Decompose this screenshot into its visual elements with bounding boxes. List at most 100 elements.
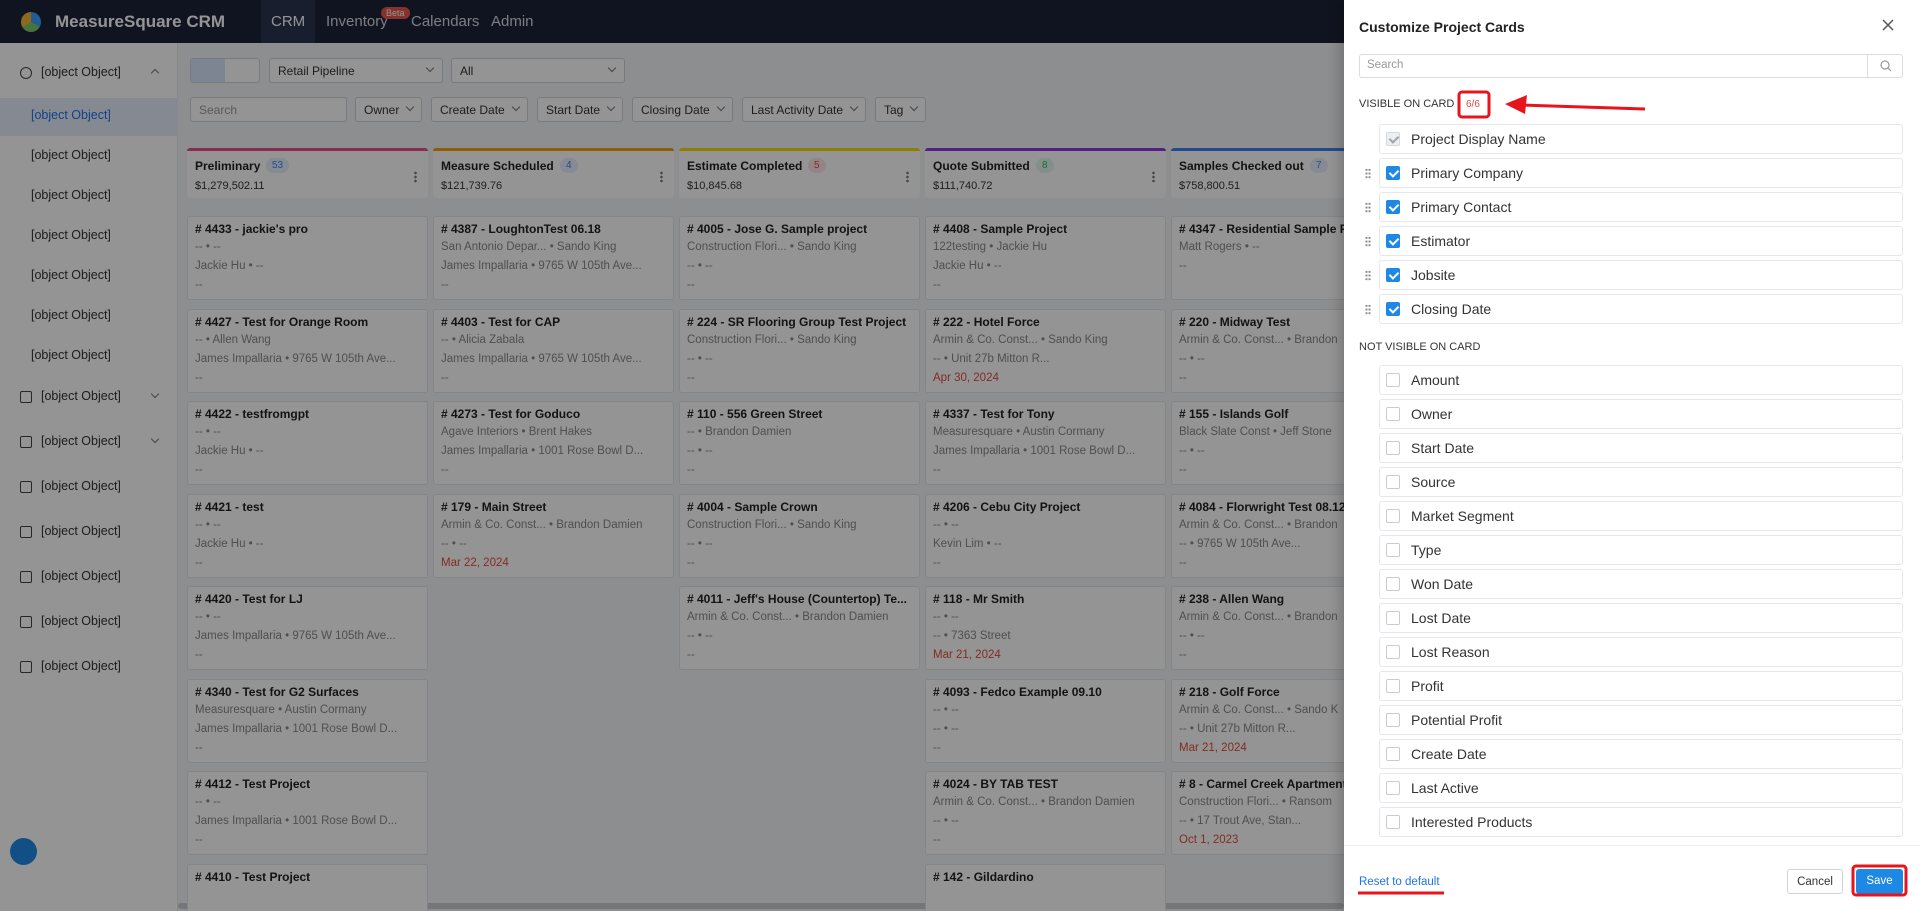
- project-card[interactable]: [187, 863, 428, 911]
- field-label: Lost Date: [1411, 610, 1471, 626]
- sidebar-item[interactable]: [object Object]: [41, 659, 121, 673]
- field-label: Source: [1411, 474, 1456, 490]
- board-search[interactable]: Search: [190, 97, 347, 122]
- save-button[interactable]: Save: [1856, 869, 1903, 894]
- project-card[interactable]: [679, 493, 920, 578]
- field-checkbox[interactable]: [1386, 268, 1400, 282]
- column-menu[interactable]: [906, 171, 909, 183]
- sidebar-item[interactable]: [object Object]: [31, 228, 111, 242]
- project-card[interactable]: [679, 401, 920, 485]
- project-card[interactable]: [187, 216, 428, 300]
- sidebar-item[interactable]: [object Object]: [31, 188, 111, 202]
- help-button[interactable]: [10, 838, 37, 865]
- project-card[interactable]: [433, 308, 674, 393]
- filter-button[interactable]: Closing Date: [632, 97, 733, 122]
- view-toggle-active: [191, 59, 225, 82]
- filter-button[interactable]: Create Date: [431, 97, 528, 122]
- sidebar-item[interactable]: [object Object]: [41, 614, 121, 628]
- project-card[interactable]: [187, 678, 428, 763]
- project-card[interactable]: [187, 493, 428, 578]
- filter-button[interactable]: Start Date: [537, 97, 624, 122]
- filter-button[interactable]: Owner: [355, 97, 423, 122]
- sidebar-item[interactable]: [object Object]: [31, 348, 111, 362]
- project-card[interactable]: [925, 863, 1166, 911]
- field-checkbox[interactable]: [1386, 234, 1400, 248]
- sidebar-item[interactable]: [object Object]: [41, 524, 121, 538]
- reset-link[interactable]: Reset to default: [1359, 876, 1440, 888]
- close-button[interactable]: [1880, 17, 1896, 33]
- card-line: -- • --: [933, 611, 959, 623]
- card-title: # 4004 - Sample Crown: [687, 499, 818, 514]
- field-checkbox[interactable]: [1386, 713, 1400, 727]
- filter-button[interactable]: Tag: [875, 97, 927, 122]
- field-checkbox[interactable]: [1386, 509, 1400, 523]
- card-title: # 220 - Midway Test: [1179, 314, 1291, 329]
- field-checkbox[interactable]: [1386, 747, 1400, 761]
- field-checkbox[interactable]: [1386, 577, 1400, 591]
- field-checkbox[interactable]: [1386, 407, 1400, 421]
- field-row: [1379, 705, 1903, 735]
- nav-item[interactable]: Inventory: [326, 13, 388, 30]
- column-menu[interactable]: [1152, 171, 1155, 183]
- project-card[interactable]: [925, 586, 1166, 670]
- filter-button[interactable]: Last Activity Date: [742, 97, 867, 122]
- field-checkbox[interactable]: [1386, 441, 1400, 455]
- project-card[interactable]: [187, 308, 428, 393]
- pipeline-select[interactable]: Retail Pipeline: [269, 58, 443, 83]
- nav-item[interactable]: Calendars: [411, 13, 480, 30]
- project-card[interactable]: [925, 678, 1166, 763]
- drag-handle[interactable]: [1365, 304, 1371, 315]
- project-card[interactable]: [925, 493, 1166, 578]
- sidebar-item[interactable]: [object Object]: [41, 479, 121, 493]
- nav-icon: [20, 436, 32, 448]
- project-card[interactable]: [433, 401, 674, 485]
- drag-handle[interactable]: [1365, 168, 1371, 179]
- sidebar-item[interactable]: [object Object]: [31, 268, 111, 282]
- project-card[interactable]: [679, 586, 920, 670]
- field-checkbox[interactable]: [1386, 781, 1400, 795]
- card-line: -- • Unit 27b Mitton R...: [933, 352, 1050, 365]
- scope-select[interactable]: All: [451, 58, 625, 83]
- sidebar-item[interactable]: [object Object]: [31, 308, 111, 322]
- cancel-button[interactable]: Cancel: [1787, 869, 1843, 894]
- field-checkbox[interactable]: [1386, 475, 1400, 489]
- column-menu[interactable]: [660, 171, 663, 183]
- project-card[interactable]: [187, 771, 428, 855]
- drag-handle[interactable]: [1365, 270, 1371, 281]
- project-card[interactable]: [187, 401, 428, 485]
- column-menu[interactable]: [414, 171, 417, 183]
- field-checkbox[interactable]: [1386, 200, 1400, 214]
- field-checkbox[interactable]: [1386, 166, 1400, 180]
- sidebar-item[interactable]: [object Object]: [41, 434, 121, 448]
- sidebar-item[interactable]: [object Object]: [41, 389, 121, 403]
- sidebar-item[interactable]: [object Object]: [41, 569, 121, 583]
- project-card[interactable]: [433, 493, 674, 578]
- field-checkbox[interactable]: [1386, 543, 1400, 557]
- project-card[interactable]: [925, 771, 1166, 855]
- field-checkbox[interactable]: [1386, 373, 1400, 387]
- panel-search-box[interactable]: [1359, 54, 1903, 78]
- project-card[interactable]: [925, 308, 1166, 393]
- card-line: -- • --: [687, 260, 713, 272]
- project-card[interactable]: [925, 216, 1166, 300]
- card-line: James Impallaria • 9765 W 105th Ave...: [441, 260, 642, 272]
- field-checkbox[interactable]: [1386, 679, 1400, 693]
- drag-handle[interactable]: [1365, 236, 1371, 247]
- field-checkbox[interactable]: [1386, 645, 1400, 659]
- project-card[interactable]: [679, 216, 920, 300]
- nav-item[interactable]: CRM: [271, 13, 306, 30]
- sidebar-item[interactable]: [object Object]: [31, 108, 111, 122]
- nav-item[interactable]: Admin: [491, 13, 534, 30]
- field-checkbox[interactable]: [1386, 302, 1400, 316]
- panel-search-icon: [1867, 55, 1903, 77]
- drag-handle[interactable]: [1365, 202, 1371, 213]
- field-checkbox[interactable]: [1386, 611, 1400, 625]
- project-card[interactable]: [925, 401, 1166, 485]
- field-row: [1379, 124, 1903, 154]
- field-checkbox[interactable]: [1386, 815, 1400, 829]
- sidebar-item[interactable]: [object Object]: [41, 65, 121, 79]
- sidebar-item[interactable]: [object Object]: [31, 148, 111, 162]
- project-card[interactable]: [433, 216, 674, 300]
- project-card[interactable]: [187, 586, 428, 670]
- project-card[interactable]: [679, 308, 920, 393]
